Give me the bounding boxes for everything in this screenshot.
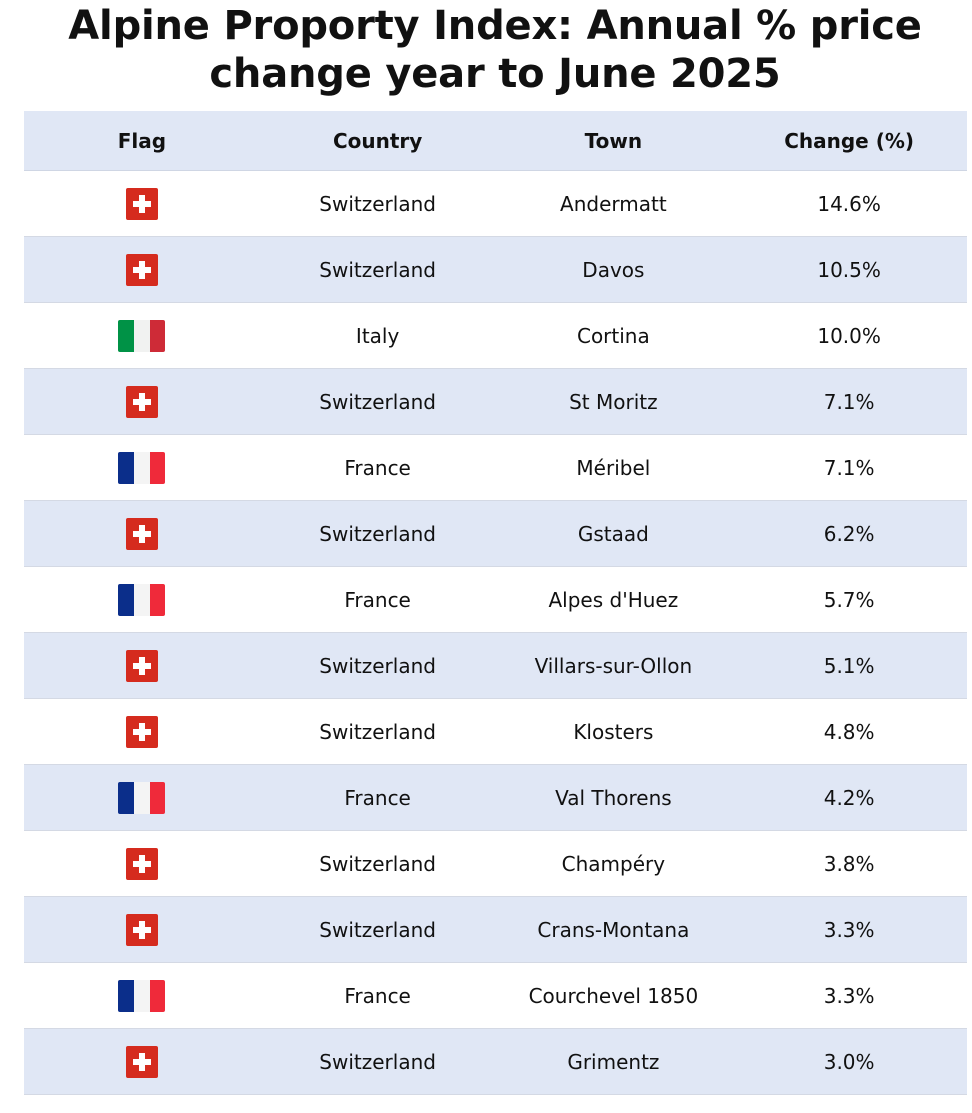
town-cell: Villars-sur-Ollon: [534, 653, 693, 678]
change-cell: 10.5%: [817, 257, 881, 282]
flag-cell: [24, 699, 260, 764]
country-cell: Switzerland: [319, 521, 436, 546]
change-cell: 6.2%: [823, 521, 875, 546]
italy-flag-icon: [118, 319, 166, 352]
price-change-table: Flag Country Town Change (%) Switzerland…: [24, 111, 967, 1095]
flag-cell: [24, 435, 260, 500]
country-cell: Switzerland: [319, 851, 436, 876]
town-cell: Alpes d'Huez: [548, 587, 679, 612]
flag-cell: [24, 963, 260, 1028]
table-row: Switzerland Champéry 3.8%: [24, 831, 967, 897]
switzerland-flag-icon: [125, 187, 158, 220]
flag-cell: [24, 237, 260, 302]
change-cell: 4.8%: [823, 719, 875, 744]
country-cell: France: [344, 983, 411, 1008]
france-flag-icon: [118, 451, 166, 484]
flag-cell: [24, 171, 260, 236]
change-cell: 3.0%: [823, 1049, 875, 1074]
town-cell: Andermatt: [560, 191, 667, 216]
table-row: France Méribel 7.1%: [24, 435, 967, 501]
flag-cell: [24, 1029, 260, 1094]
header-change: Change (%): [784, 128, 915, 153]
town-cell: Val Thorens: [555, 785, 672, 810]
table-row: Italy Cortina 10.0%: [24, 303, 967, 369]
town-cell: Courchevel 1850: [528, 983, 699, 1008]
france-flag-icon: [118, 979, 166, 1012]
table-header-row: Flag Country Town Change (%): [24, 111, 967, 171]
change-cell: 14.6%: [817, 191, 881, 216]
table-row: France Val Thorens 4.2%: [24, 765, 967, 831]
country-cell: Italy: [355, 323, 400, 348]
france-flag-icon: [118, 583, 166, 616]
flag-cell: [24, 303, 260, 368]
town-cell: Champéry: [561, 851, 666, 876]
town-cell: St Moritz: [569, 389, 658, 414]
switzerland-flag-icon: [125, 1045, 158, 1078]
town-cell: Crans-Montana: [537, 917, 690, 942]
flag-cell: [24, 369, 260, 434]
table-row: France Courchevel 1850 3.3%: [24, 963, 967, 1029]
table-row: Switzerland Davos 10.5%: [24, 237, 967, 303]
town-cell: Méribel: [576, 455, 651, 480]
switzerland-flag-icon: [125, 253, 158, 286]
town-cell: Grimentz: [567, 1049, 660, 1074]
switzerland-flag-icon: [125, 913, 158, 946]
chart-title: Alpine Proporty Index: Annual % price ch…: [0, 2, 972, 98]
flag-cell: [24, 765, 260, 830]
country-cell: Switzerland: [319, 719, 436, 744]
flag-cell: [24, 633, 260, 698]
country-cell: Switzerland: [319, 191, 436, 216]
switzerland-flag-icon: [125, 847, 158, 880]
table-row: Switzerland Villars-sur-Ollon 5.1%: [24, 633, 967, 699]
country-cell: Switzerland: [319, 257, 436, 282]
france-flag-icon: [118, 781, 166, 814]
table-row: Switzerland Andermatt 14.6%: [24, 171, 967, 237]
table-row: France Alpes d'Huez 5.7%: [24, 567, 967, 633]
table-body: Switzerland Andermatt 14.6% Switzerland Davo…: [24, 171, 967, 1095]
table-row: Switzerland Klosters 4.8%: [24, 699, 967, 765]
change-cell: 5.1%: [823, 653, 875, 678]
table-row: Switzerland Gstaad 6.2%: [24, 501, 967, 567]
town-cell: Davos: [582, 257, 645, 282]
change-cell: 7.1%: [823, 455, 875, 480]
country-cell: Switzerland: [319, 653, 436, 678]
flag-cell: [24, 897, 260, 962]
chart-title-line-1: Alpine Proporty Index: Annual % price: [68, 3, 922, 49]
country-cell: France: [344, 587, 411, 612]
header-town: Town: [584, 128, 643, 153]
change-cell: 10.0%: [817, 323, 881, 348]
switzerland-flag-icon: [125, 649, 158, 682]
table-row: Switzerland St Moritz 7.1%: [24, 369, 967, 435]
chart-title-line-2: change year to June 2025: [209, 51, 781, 97]
change-cell: 3.8%: [823, 851, 875, 876]
switzerland-flag-icon: [125, 385, 158, 418]
table-row: Switzerland Crans-Montana 3.3%: [24, 897, 967, 963]
change-cell: 3.3%: [823, 983, 875, 1008]
country-cell: Switzerland: [319, 1049, 436, 1074]
country-cell: France: [344, 785, 411, 810]
header-flag: Flag: [117, 128, 167, 153]
switzerland-flag-icon: [125, 517, 158, 550]
change-cell: 4.2%: [823, 785, 875, 810]
table-row: Switzerland Grimentz 3.0%: [24, 1029, 967, 1095]
town-cell: Klosters: [573, 719, 654, 744]
switzerland-flag-icon: [125, 715, 158, 748]
flag-cell: [24, 567, 260, 632]
town-cell: Gstaad: [577, 521, 649, 546]
change-cell: 7.1%: [823, 389, 875, 414]
header-country: Country: [332, 128, 423, 153]
change-cell: 5.7%: [823, 587, 875, 612]
flag-cell: [24, 501, 260, 566]
town-cell: Cortina: [576, 323, 650, 348]
country-cell: Switzerland: [319, 389, 436, 414]
country-cell: Switzerland: [319, 917, 436, 942]
flag-cell: [24, 831, 260, 896]
country-cell: France: [344, 455, 411, 480]
change-cell: 3.3%: [823, 917, 875, 942]
